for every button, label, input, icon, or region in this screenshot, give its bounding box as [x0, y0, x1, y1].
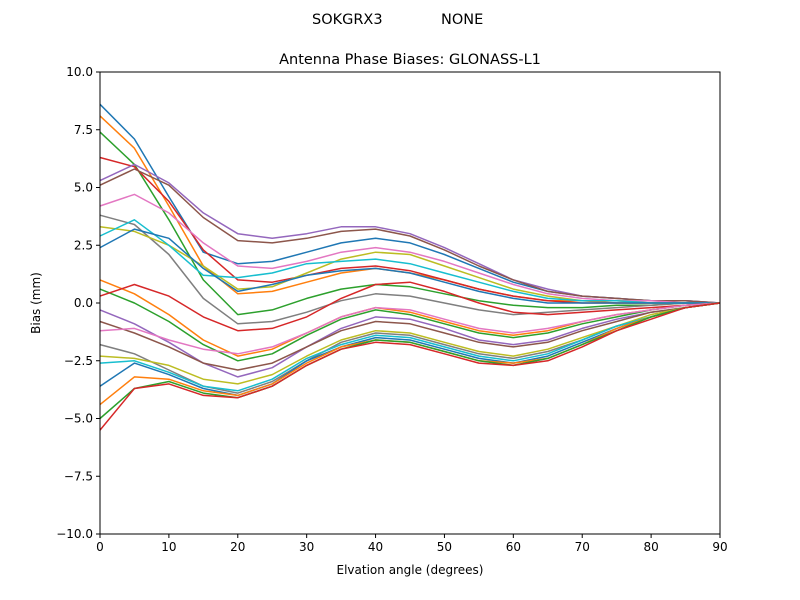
x-tick-label: 40 [368, 540, 383, 554]
series-line-16 [99, 302, 721, 371]
x-tick-label: 70 [575, 540, 590, 554]
series-line-4 [99, 156, 720, 304]
series-line-2 [99, 115, 720, 304]
y-tick-label: −2.5 [64, 354, 93, 368]
x-tick-label: 20 [230, 540, 245, 554]
x-axis-label: Elvation angle (degrees) [337, 563, 484, 577]
x-axis: 0 10 20 30 40 50 60 70 80 90 [96, 534, 728, 554]
series-line-24 [99, 302, 721, 431]
y-tick-label: 5.0 [74, 181, 93, 195]
x-tick-label: 30 [299, 540, 314, 554]
y-tick-label: 7.5 [74, 123, 93, 137]
y-tick-label: 10.0 [66, 65, 93, 79]
series-layer [99, 103, 721, 431]
x-tick-label: 90 [712, 540, 727, 554]
series-line-17 [99, 302, 721, 355]
series-line-8 [99, 214, 720, 325]
x-tick-label: 0 [96, 540, 104, 554]
series-line-13 [99, 288, 721, 362]
series-line-9 [99, 226, 720, 304]
series-line-11 [99, 228, 720, 304]
x-tick-label: 10 [161, 540, 176, 554]
series-line-3 [99, 131, 720, 316]
y-axis-label: Bias (mm) [29, 272, 43, 334]
series-line-23 [99, 302, 721, 420]
series-line-10 [99, 219, 720, 304]
chart-title: Antenna Phase Biases: GLONASS-L1 [279, 52, 541, 68]
series-line-20 [99, 302, 721, 392]
y-tick-label: −10.0 [56, 527, 93, 541]
suptitle-left: SOKGRX3 [312, 12, 383, 28]
y-axis: −10.0 −7.5 −5.0 −2.5 0.0 2.5 5.0 7.5 10.0 [56, 65, 100, 541]
y-tick-label: 0.0 [74, 296, 93, 310]
series-line-6 [99, 168, 721, 304]
y-tick-label: 2.5 [74, 238, 93, 252]
x-tick-label: 50 [437, 540, 452, 554]
series-line-14 [99, 281, 721, 332]
x-tick-label: 80 [643, 540, 658, 554]
suptitle-right: NONE [441, 12, 483, 28]
y-tick-label: −7.5 [64, 469, 93, 483]
x-tick-label: 60 [506, 540, 521, 554]
y-tick-label: −5.0 [64, 412, 93, 426]
